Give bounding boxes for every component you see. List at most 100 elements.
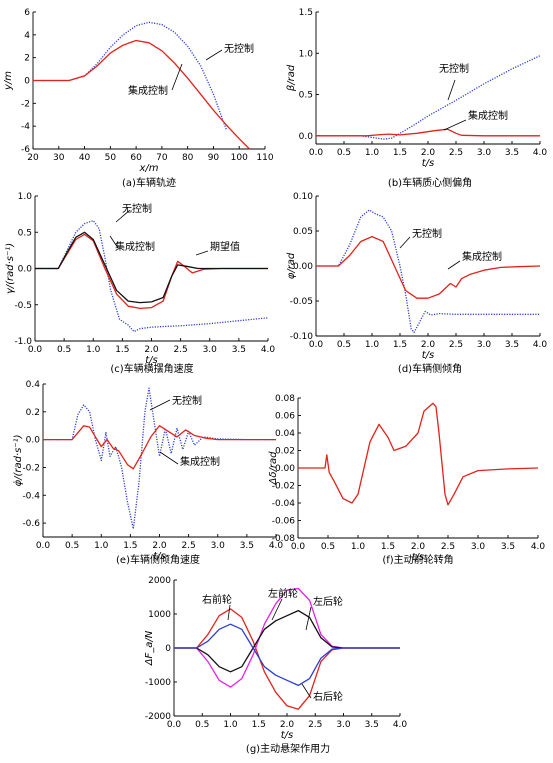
x-tick-label: 3.5 (232, 345, 246, 355)
annotation-label: 无控制 (224, 42, 254, 55)
series-line-blue (43, 387, 276, 530)
series-line-blue (174, 623, 400, 687)
x-tick-label: 1.5 (123, 541, 137, 551)
x-tick-label: 2.5 (449, 340, 463, 350)
y-tick-label: 0.4 (26, 380, 41, 390)
x-tick-label: 3.5 (505, 340, 519, 350)
chart-g: 0.0 0.5 1.0 1.5 2.0 2.5 3.0 3.5 4.0 -2000 -1000 0 10… (144, 576, 407, 755)
x-tick-label: 1.0 (365, 148, 380, 158)
y-tick-label: -2 (21, 99, 30, 109)
x-tick-label: 2.0 (421, 340, 436, 350)
series-line-red (298, 402, 539, 506)
chart-b: 0.0 0.5 1.0 1.5 2.0 2.5 3.0 3.5 4.0 0.0 0.5 1.0 1.5 t… (286, 8, 547, 189)
x-tick-label: 3.5 (505, 148, 519, 158)
y-axis-label: β/rad (286, 64, 297, 92)
x-tick-label: 40 (79, 153, 91, 163)
annotation-leader (443, 119, 467, 131)
annotation-leader (301, 683, 312, 699)
x-tick-label: 2.0 (411, 542, 426, 552)
x-tick-label: 0.0 (36, 541, 51, 551)
y-axis-label: y/m (3, 71, 14, 91)
series-line-red (316, 128, 540, 137)
y-tick-label: 0.2 (26, 408, 40, 418)
x-tick-label: 1.0 (223, 720, 238, 730)
x-tick-label: 3.5 (240, 541, 254, 551)
x-tick-label: 80 (182, 153, 194, 163)
x-tick-label: 3.5 (365, 720, 379, 730)
x-tick-label: 2.5 (308, 720, 322, 730)
x-axis-label: t/s (145, 355, 158, 366)
annotation-label: 期望值 (210, 240, 240, 253)
chart-caption: (e)车辆侧倾角速度 (116, 553, 200, 566)
annotation-label: 无控制 (172, 394, 202, 407)
x-tick-label: 3.0 (211, 541, 226, 551)
x-tick-label: 2.0 (421, 148, 436, 158)
chart-caption: (d)车辆侧倾角 (398, 362, 462, 375)
y-tick-label: 0.00 (275, 464, 295, 474)
chart-caption: (a)车辆轨迹 (122, 176, 176, 189)
x-tick-label: 3.0 (471, 542, 486, 552)
chart-caption: (b)车辆质心侧偏角 (388, 176, 472, 189)
annotation-leader (447, 260, 461, 270)
x-tick-label: 0.0 (291, 542, 306, 552)
annotation-label: 无控制 (122, 202, 152, 215)
y-tick-label: -2000 (145, 712, 171, 722)
y-axis-label: φ/rad (286, 252, 297, 279)
annotation-label: 集成控制 (462, 250, 502, 263)
x-tick-label: 4.0 (531, 542, 546, 552)
x-tick-label: 4.0 (261, 345, 276, 355)
y-tick-label: -0.04 (272, 499, 296, 509)
annotation-leader (205, 49, 223, 61)
y-tick-label: 2000 (148, 576, 171, 586)
y-tick-label: 0.05 (293, 227, 313, 237)
series-line-black (35, 231, 268, 304)
y-axis-label: ΔF_a/N (144, 630, 155, 666)
x-tick-label: 1.5 (381, 542, 395, 552)
x-tick-label: 4.0 (269, 541, 284, 551)
y-tick-label: -0.5 (14, 301, 32, 311)
x-tick-label: 3.5 (501, 542, 515, 552)
y-tick-label: 1.5 (299, 8, 313, 18)
x-tick-label: 100 (231, 153, 248, 163)
y-tick-label: 0.0 (26, 436, 41, 446)
x-tick-label: 1.0 (351, 542, 366, 552)
x-tick-label: 0.5 (57, 345, 71, 355)
y-tick-label: 4 (24, 31, 30, 41)
x-axis-label: t/s (281, 730, 294, 741)
x-tick-label: 1.0 (365, 340, 380, 350)
y-tick-label: -0.05 (290, 297, 313, 307)
annotation-leader (399, 236, 411, 249)
x-tick-label: 4.0 (533, 340, 548, 350)
x-tick-label: 2.0 (280, 720, 295, 730)
x-tick-label: 0.5 (195, 720, 209, 730)
annotation-leader (115, 209, 131, 223)
annotation-leader (447, 79, 456, 101)
annotation-label: 集成控制 (468, 109, 508, 122)
x-tick-label: 60 (130, 153, 142, 163)
y-tick-label: -0.4 (22, 491, 40, 501)
x-tick-label: 20 (27, 153, 39, 163)
x-axis-label: t/s (422, 158, 435, 169)
chart-f: 0.0 0.5 1.0 1.5 2.0 2.5 3.0 3.5 4.0-0.08-0.06-0.… (268, 394, 545, 566)
x-tick-label: 3.0 (336, 720, 351, 730)
annotation-leader (271, 598, 283, 621)
chart-e: 0.0 0.5 1.0 1.5 2.0 2.5 3.0 3.5 4.0 -0.6 -0.4 -0.2 0… (12, 380, 283, 566)
x-tick-label: 0.5 (337, 340, 351, 350)
series-line-red (43, 425, 276, 470)
y-tick-label: 1000 (148, 610, 171, 620)
y-tick-label: -6 (21, 145, 30, 155)
x-tick-label: 1.5 (393, 340, 407, 350)
chart-d: 0.0 0.5 1.0 1.5 2.0 2.5 3.0 3.5 4.0 -0.10 -0.05 0.0… (286, 192, 547, 375)
annotation-leader (305, 606, 312, 631)
y-tick-label: 0 (24, 77, 30, 87)
x-tick-label: 0.0 (167, 720, 182, 730)
y-tick-label: 0.0 (18, 265, 33, 275)
x-tick-label: 0.5 (337, 148, 351, 158)
annotation-leader (171, 63, 183, 91)
y-tick-label: 6 (24, 8, 30, 18)
series-line-red (174, 608, 400, 710)
y-tick-label: 0 (165, 644, 171, 654)
x-tick-label: 70 (156, 153, 168, 163)
annotation-label: 无控制 (412, 227, 442, 240)
y-tick-label: -0.2 (22, 463, 40, 473)
